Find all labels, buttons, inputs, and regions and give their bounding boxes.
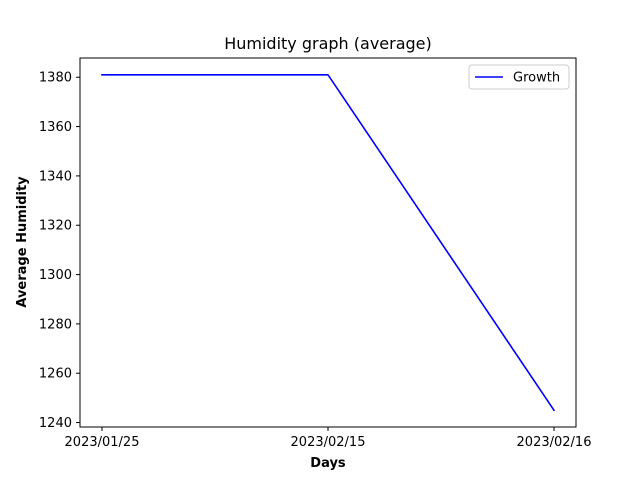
x-tick-label: 2023/02/15 — [291, 435, 366, 450]
axes: 1240 1260 1280 1300 1320 1340 1360 1380 2023/01/… — [39, 57, 592, 450]
legend: Growth — [468, 64, 570, 90]
series-line-growth — [101, 73, 556, 412]
y-tick-label: 1240 — [39, 416, 72, 431]
legend-label: Growth — [513, 71, 560, 86]
y-tick-label: 1360 — [39, 120, 72, 135]
y-tick-label: 1380 — [39, 71, 72, 86]
y-tick-label: 1280 — [39, 317, 72, 332]
y-tick-label: 1300 — [39, 268, 72, 283]
y-axis-label: Average Humidity — [15, 176, 30, 308]
legend-box — [468, 64, 570, 90]
chart-title: Humidity graph (average) — [224, 34, 432, 53]
series-lines — [101, 73, 556, 412]
y-tick-label: 1260 — [39, 367, 72, 382]
x-axis-label: Days — [310, 456, 346, 471]
y-tick-label: 1340 — [39, 169, 72, 184]
x-tick-label: 2023/01/25 — [65, 435, 140, 450]
x-tick-label: 2023/02/16 — [517, 435, 592, 450]
y-tick-label: 1320 — [39, 219, 72, 234]
